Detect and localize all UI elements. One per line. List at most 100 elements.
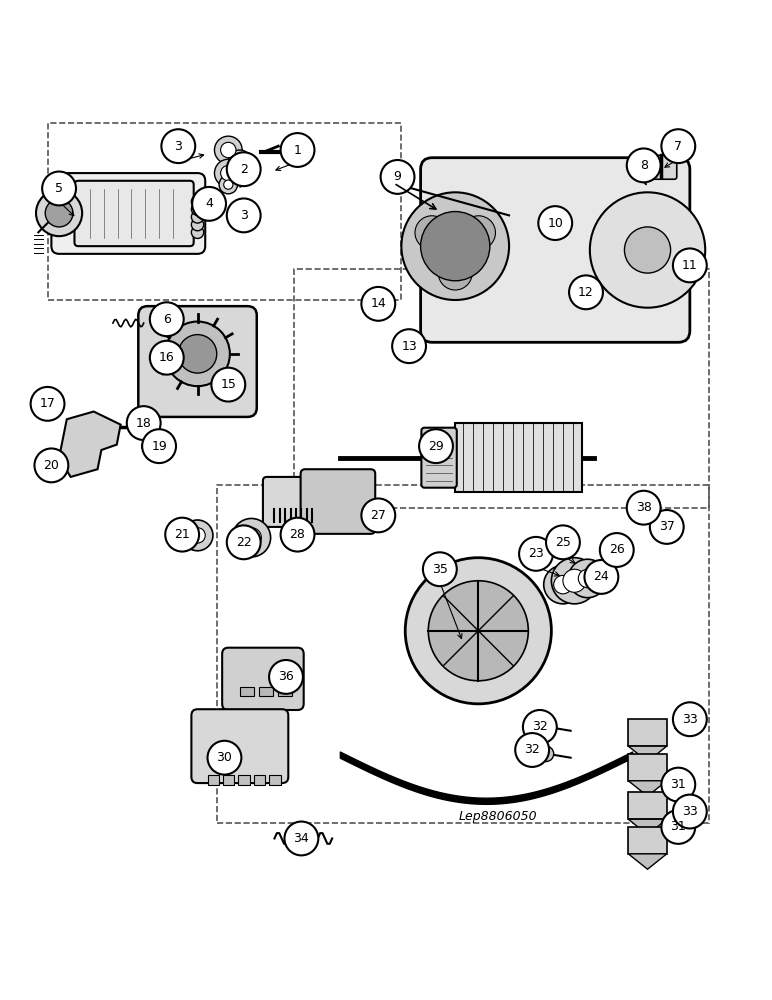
Circle shape [191, 211, 204, 223]
Circle shape [165, 518, 199, 552]
Circle shape [600, 533, 634, 567]
Circle shape [284, 822, 318, 855]
FancyBboxPatch shape [628, 792, 667, 819]
Circle shape [134, 420, 143, 429]
Circle shape [538, 206, 572, 240]
Text: 19: 19 [151, 440, 167, 453]
Circle shape [147, 442, 156, 451]
Circle shape [142, 429, 176, 463]
FancyBboxPatch shape [239, 775, 250, 785]
Circle shape [224, 180, 233, 189]
Circle shape [428, 581, 528, 681]
Circle shape [662, 810, 696, 844]
Text: 13: 13 [401, 340, 417, 353]
Circle shape [232, 518, 271, 557]
Circle shape [282, 519, 313, 550]
Circle shape [415, 216, 449, 250]
Circle shape [280, 518, 314, 552]
FancyBboxPatch shape [191, 709, 288, 783]
Circle shape [421, 212, 490, 281]
FancyBboxPatch shape [455, 423, 582, 492]
FancyBboxPatch shape [645, 155, 677, 179]
Text: 18: 18 [136, 417, 151, 430]
Circle shape [229, 150, 252, 173]
FancyBboxPatch shape [421, 158, 690, 342]
Circle shape [42, 172, 76, 205]
Circle shape [361, 287, 395, 321]
Circle shape [568, 559, 607, 598]
Text: 35: 35 [432, 563, 448, 576]
Text: 7: 7 [674, 140, 682, 153]
Text: 33: 33 [682, 713, 698, 726]
Polygon shape [628, 819, 667, 835]
Circle shape [234, 155, 246, 168]
Text: 14: 14 [371, 297, 386, 310]
Circle shape [227, 525, 261, 559]
Circle shape [191, 195, 204, 208]
FancyBboxPatch shape [208, 775, 219, 785]
FancyBboxPatch shape [240, 687, 254, 696]
Circle shape [650, 510, 684, 544]
Circle shape [161, 129, 195, 163]
Polygon shape [59, 412, 120, 477]
Circle shape [673, 795, 706, 828]
Circle shape [551, 558, 598, 604]
Circle shape [219, 175, 238, 194]
Circle shape [242, 528, 262, 548]
FancyBboxPatch shape [52, 173, 205, 254]
Circle shape [227, 198, 261, 232]
Text: 3: 3 [174, 140, 182, 153]
Circle shape [401, 192, 509, 300]
Circle shape [269, 660, 303, 694]
Circle shape [627, 148, 661, 182]
Text: 1: 1 [293, 144, 302, 157]
Text: 30: 30 [216, 751, 232, 764]
Circle shape [515, 733, 549, 767]
Circle shape [392, 329, 426, 363]
FancyBboxPatch shape [628, 754, 667, 781]
Text: 12: 12 [578, 286, 594, 299]
Circle shape [423, 552, 457, 586]
Text: 6: 6 [163, 313, 171, 326]
Text: 27: 27 [371, 509, 386, 522]
Circle shape [519, 537, 553, 571]
Circle shape [127, 406, 161, 440]
Text: 17: 17 [39, 397, 56, 410]
Circle shape [554, 575, 572, 594]
Text: Lep8806050: Lep8806050 [459, 810, 538, 823]
Text: 11: 11 [682, 259, 698, 272]
FancyBboxPatch shape [628, 827, 667, 854]
Circle shape [36, 190, 82, 236]
Text: 38: 38 [636, 501, 652, 514]
Circle shape [538, 719, 554, 735]
Circle shape [46, 199, 73, 227]
Circle shape [625, 227, 671, 273]
Text: 31: 31 [670, 778, 686, 791]
Circle shape [191, 203, 204, 215]
FancyBboxPatch shape [300, 469, 375, 534]
Circle shape [563, 569, 586, 592]
Circle shape [182, 520, 213, 551]
Circle shape [627, 491, 661, 525]
Circle shape [178, 335, 217, 373]
FancyBboxPatch shape [259, 687, 273, 696]
Circle shape [215, 136, 242, 164]
FancyBboxPatch shape [279, 687, 292, 696]
Circle shape [290, 527, 305, 542]
Circle shape [381, 160, 415, 194]
Text: 3: 3 [240, 209, 248, 222]
Circle shape [405, 558, 551, 704]
Circle shape [546, 525, 580, 559]
Text: 15: 15 [220, 378, 236, 391]
Text: 31: 31 [670, 820, 686, 833]
Text: 34: 34 [293, 832, 310, 845]
FancyBboxPatch shape [222, 648, 303, 710]
FancyBboxPatch shape [74, 181, 194, 246]
Circle shape [590, 192, 706, 308]
Polygon shape [628, 746, 667, 762]
FancyBboxPatch shape [628, 719, 667, 746]
Text: 25: 25 [555, 536, 571, 549]
Text: 37: 37 [659, 520, 675, 533]
Circle shape [191, 218, 204, 231]
Text: 10: 10 [547, 217, 563, 230]
